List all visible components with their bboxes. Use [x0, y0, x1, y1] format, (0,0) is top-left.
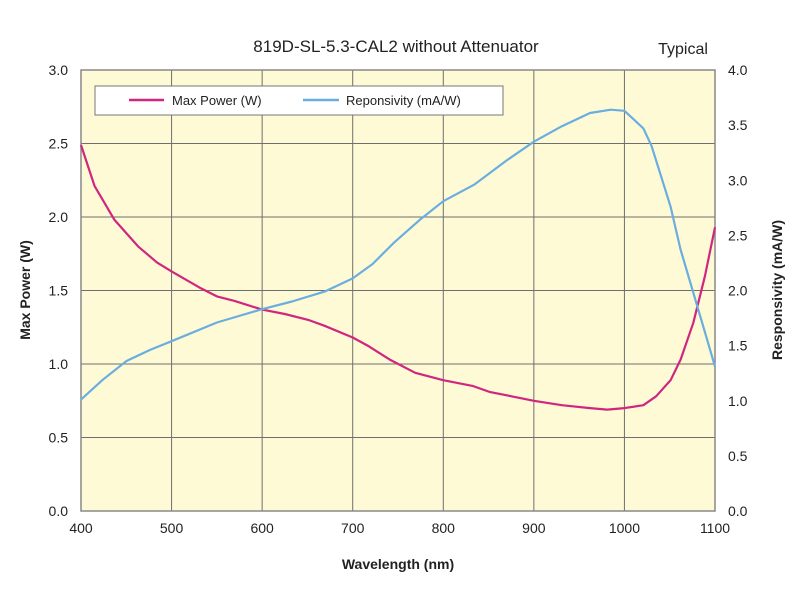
x-tick-label: 500 [160, 520, 184, 536]
y2-tick-label: 0.0 [728, 503, 748, 519]
y2-tick-label: 4.0 [728, 62, 748, 78]
plot-area: 400 500 600 700 800 900 1000 11000.00.51.01.52.… [49, 62, 748, 536]
x-tick-label: 1100 [700, 520, 730, 536]
x-tick-label: 400 [69, 520, 93, 536]
legend-label-responsivity: Reponsivity (mA/W) [346, 93, 461, 108]
y2-axis-label: Responsivity (mA/W) [769, 220, 785, 360]
x-tick-label: 800 [432, 520, 456, 536]
x-tick-label: 900 [522, 520, 546, 536]
legend: Max Power (W) Reponsivity (mA/W) [94, 85, 504, 116]
x-tick-label: 600 [250, 520, 274, 536]
y-tick-label: 2.0 [49, 209, 69, 225]
y2-tick-label: 3.5 [728, 117, 748, 133]
typical-annotation: Typical [658, 41, 708, 58]
plot-border [80, 69, 716, 512]
x-axis-label: Wavelength (nm) [342, 556, 454, 572]
y-tick-label: 1.5 [49, 283, 69, 299]
y2-tick-label: 2.0 [728, 283, 748, 299]
max-power-line [79, 144, 717, 411]
y2-tick-label: 3.0 [728, 172, 748, 188]
y-tick-label: 3.0 [49, 62, 69, 78]
x-tick-label: 700 [341, 520, 365, 536]
y2-tick-label: 1.5 [728, 338, 748, 354]
y-tick-label: 0.5 [49, 430, 69, 446]
y-tick-label: 0.0 [49, 503, 69, 519]
y2-tick-label: 0.5 [728, 448, 748, 464]
chart-title: 819D-SL-5.3-CAL2 without Attenuator [253, 37, 539, 56]
x-tick-label: 1000 [609, 520, 640, 536]
y2-tick-label: 1.0 [728, 393, 748, 409]
y-tick-label: 1.0 [49, 356, 69, 372]
legend-label-max-power: Max Power (W) [172, 93, 262, 108]
y2-tick-label: 2.5 [728, 227, 748, 243]
y-tick-label: 2.5 [49, 136, 69, 152]
y-axis-label: Max Power (W) [17, 240, 33, 340]
responsivity-line [80, 108, 717, 401]
